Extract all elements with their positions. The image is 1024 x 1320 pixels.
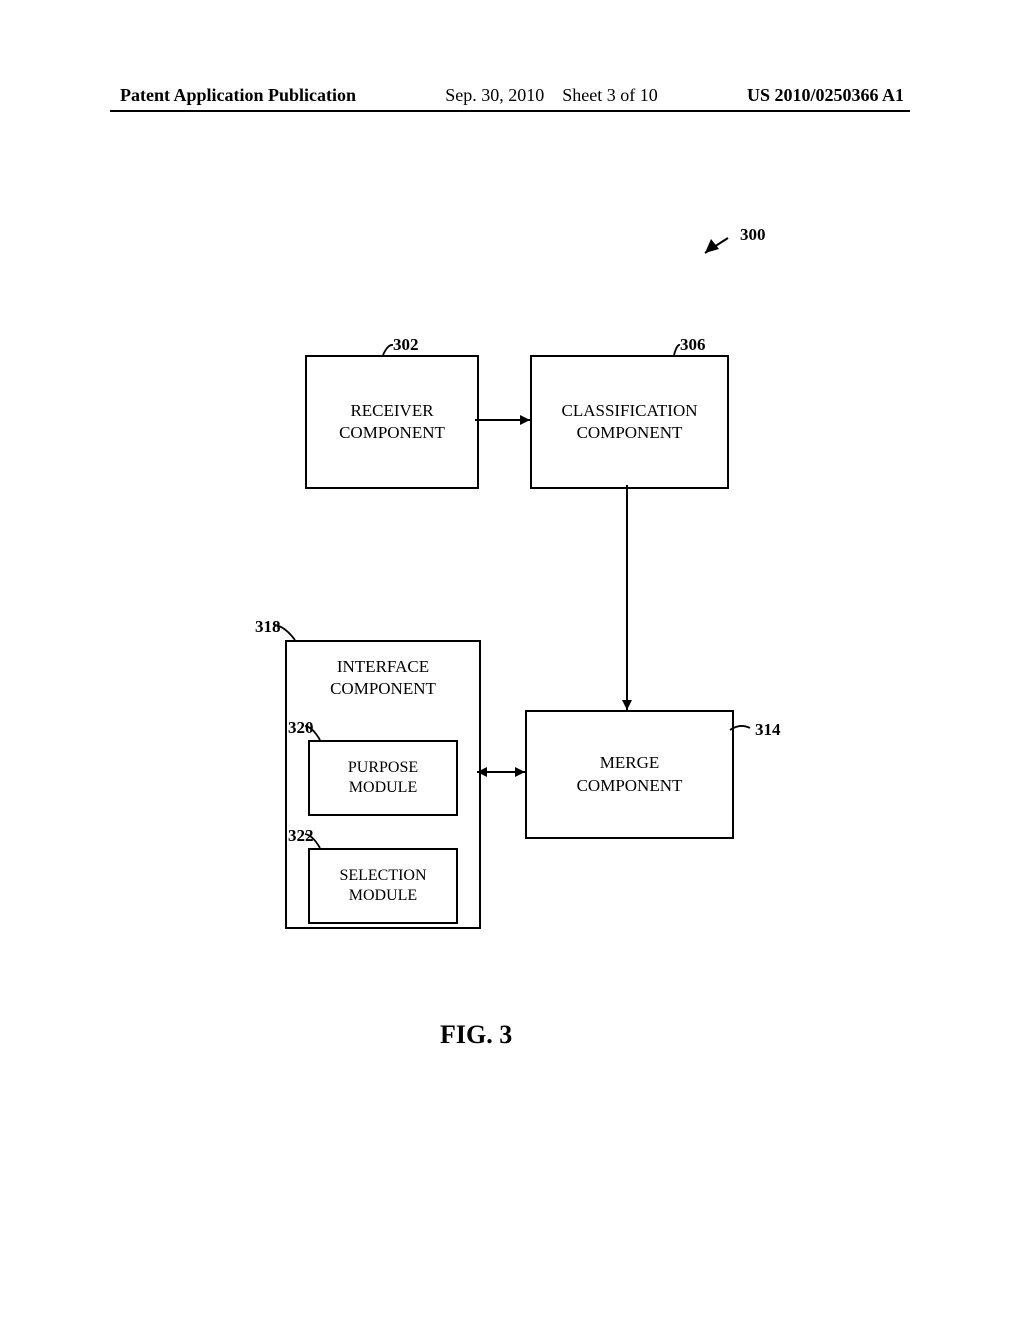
ref-314-label: 314 — [755, 720, 781, 740]
merge-label-1: MERGE — [600, 752, 660, 774]
ref-322-label: 322 — [288, 826, 314, 846]
header-sheet: Sheet 3 of 10 — [562, 85, 657, 105]
header-date: Sep. 30, 2010 — [445, 85, 544, 105]
ref-302-label: 302 — [393, 335, 419, 355]
interface-label-2: COMPONENT — [330, 679, 436, 698]
ref-306-label: 306 — [680, 335, 706, 355]
header-mid: Sep. 30, 2010 Sheet 3 of 10 — [445, 85, 657, 106]
merge-component-box: MERGE COMPONENT — [525, 710, 734, 839]
interface-label-1: INTERFACE — [337, 657, 429, 676]
ref-320-label: 320 — [288, 718, 314, 738]
receiver-label-2: COMPONENT — [339, 422, 445, 444]
purpose-label-2: MODULE — [349, 779, 417, 796]
page-header: Patent Application Publication Sep. 30, … — [0, 85, 1024, 106]
classification-label-2: COMPONENT — [577, 422, 683, 444]
purpose-label-1: PURPOSE — [348, 759, 418, 776]
merge-label-2: COMPONENT — [577, 775, 683, 797]
selection-label-2: MODULE — [349, 887, 417, 904]
receiver-component-box: RECEIVER COMPONENT — [305, 355, 479, 489]
classification-label-1: CLASSIFICATION — [561, 400, 697, 422]
header-pubno: US 2010/0250366 A1 — [747, 85, 904, 106]
selection-label-1: SELECTION — [339, 867, 426, 884]
header-divider — [110, 110, 910, 112]
receiver-label-1: RECEIVER — [350, 400, 433, 422]
purpose-module-box: PURPOSE MODULE — [308, 740, 458, 816]
classification-component-box: CLASSIFICATION COMPONENT — [530, 355, 729, 489]
diagram-overlay — [0, 0, 1024, 1320]
ref-300-label: 300 — [740, 225, 766, 245]
header-left: Patent Application Publication — [120, 85, 356, 106]
ref-318-label: 318 — [255, 617, 281, 637]
figure-caption: FIG. 3 — [440, 1020, 512, 1050]
selection-module-box: SELECTION MODULE — [308, 848, 458, 924]
